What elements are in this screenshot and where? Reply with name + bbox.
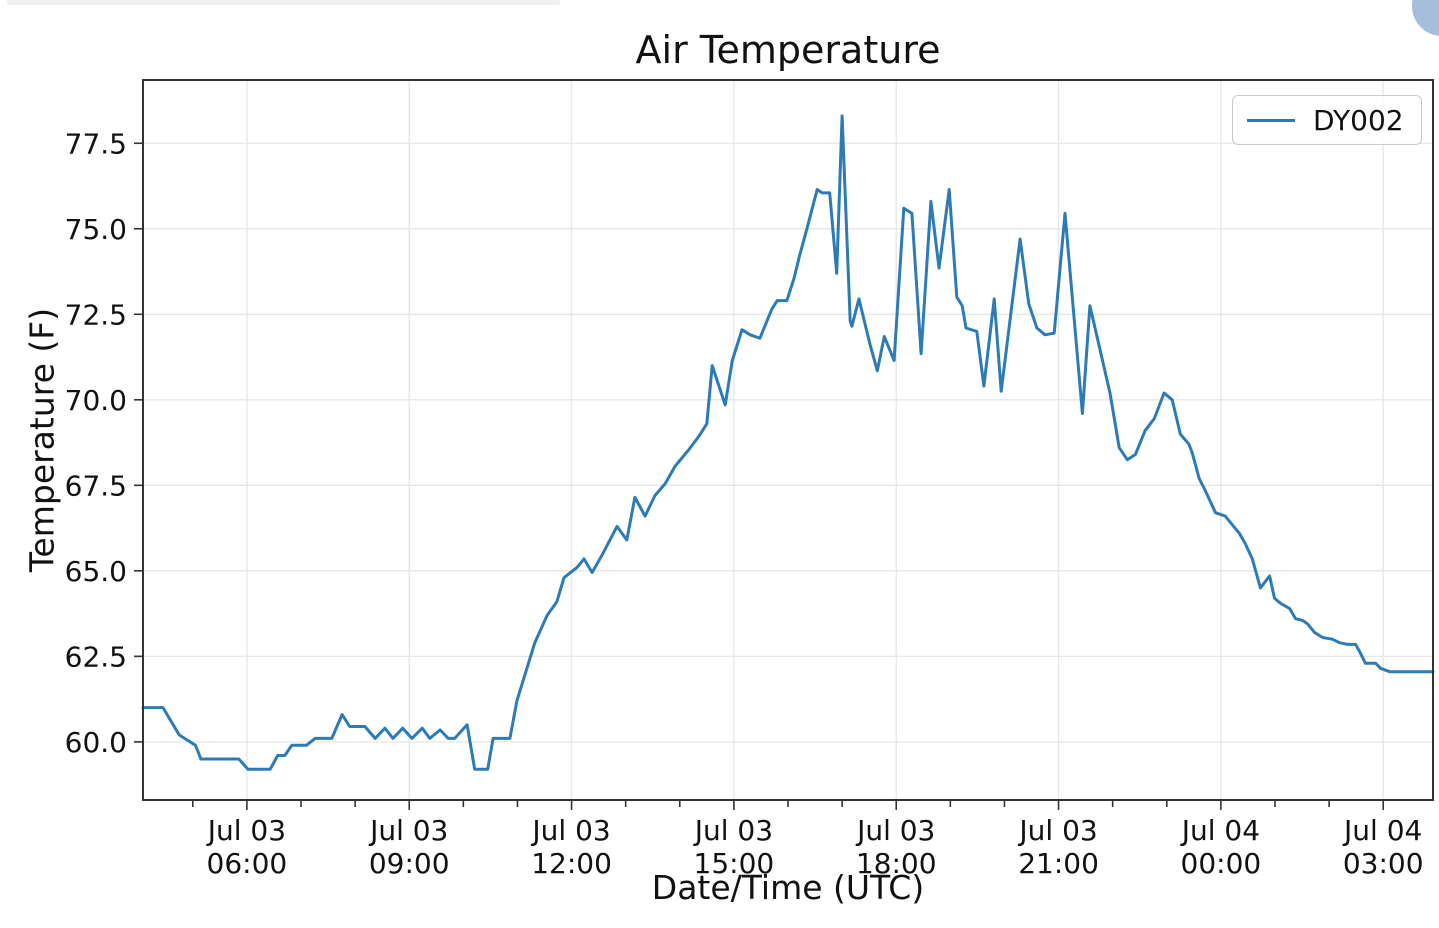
x-tick-label-time: 09:00 xyxy=(369,847,450,880)
y-tick-label: 67.5 xyxy=(65,469,127,502)
top-bar-decoration xyxy=(7,0,560,5)
y-axis-label: Temperature (F) xyxy=(22,307,62,573)
x-tick-label-date: Jul 04 xyxy=(1180,814,1260,847)
legend: DY002 xyxy=(1232,95,1422,145)
x-axis-label: Date/Time (UTC) xyxy=(651,868,925,907)
x-tick-label-time: 12:00 xyxy=(531,847,612,880)
y-tick-label: 77.5 xyxy=(65,127,127,160)
y-tick-label: 70.0 xyxy=(65,384,127,417)
x-tick-label-date: Jul 03 xyxy=(855,814,935,847)
y-tick-label: 60.0 xyxy=(65,726,127,759)
x-tick-label-time: 21:00 xyxy=(1018,847,1099,880)
x-tick-label-date: Jul 03 xyxy=(1017,814,1097,847)
x-tick-label-date: Jul 04 xyxy=(1342,814,1422,847)
legend-series-label: DY002 xyxy=(1313,103,1404,137)
x-tick-label-date: Jul 03 xyxy=(693,814,773,847)
x-tick-label-date: Jul 03 xyxy=(530,814,610,847)
x-tick-label-time: 15:00 xyxy=(694,847,775,880)
x-tick-label-date: Jul 03 xyxy=(368,814,448,847)
x-tick-label-date: Jul 03 xyxy=(206,814,286,847)
y-tick-label: 75.0 xyxy=(65,213,127,246)
x-tick-label-time: 06:00 xyxy=(207,847,288,880)
y-tick-label: 62.5 xyxy=(65,640,127,673)
x-tick-label-time: 18:00 xyxy=(856,847,937,880)
legend-line-sample xyxy=(1247,118,1295,122)
y-tick-label: 65.0 xyxy=(65,555,127,588)
temperature-line xyxy=(141,114,1435,771)
x-tick-label-time: 03:00 xyxy=(1343,847,1424,880)
x-tick-label-time: 00:00 xyxy=(1181,847,1262,880)
chart-title: Air Temperature xyxy=(635,28,941,72)
plot-border xyxy=(142,79,1434,801)
y-tick-label: 72.5 xyxy=(65,298,127,331)
